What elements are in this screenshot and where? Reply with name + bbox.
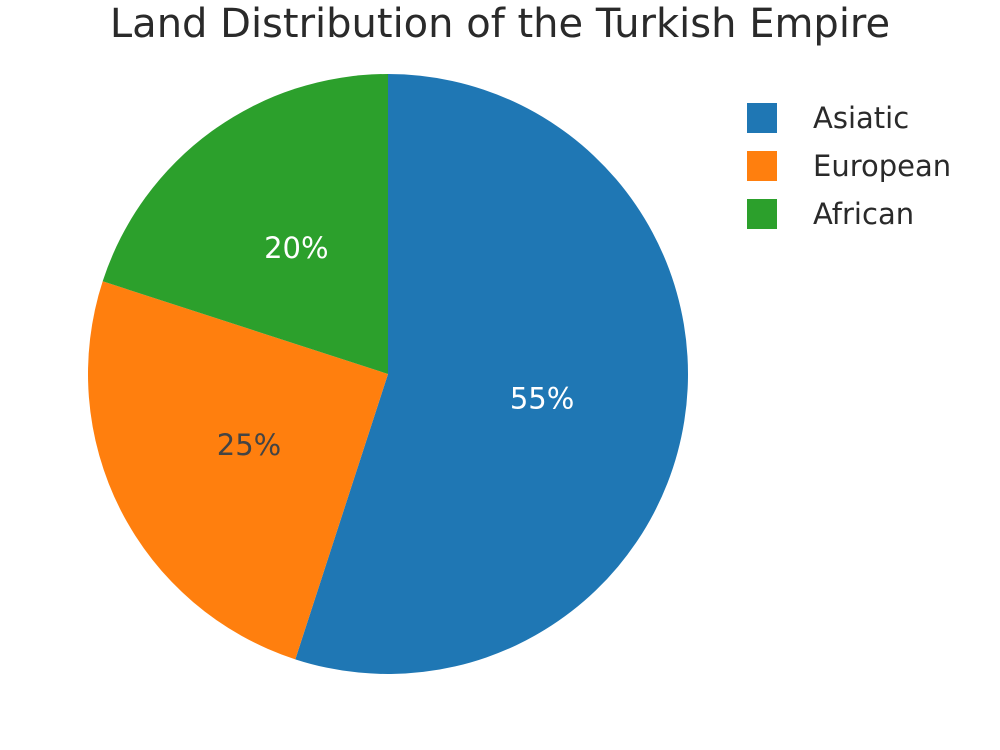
slice-label-african: 20% <box>264 231 328 265</box>
chart-title: Land Distribution of the Turkish Empire <box>109 1 891 47</box>
pie-slice-asiatic <box>295 74 689 674</box>
slice-label-asiatic: 55% <box>510 381 574 415</box>
legend-swatch <box>747 199 777 229</box>
pie-slice-labels: 55% 25% 20% <box>217 231 575 462</box>
legend-swatch <box>747 103 777 133</box>
legend-label: Asiatic <box>813 101 910 135</box>
legend-item-european: European <box>747 142 951 190</box>
legend-label: European <box>813 149 952 183</box>
legend: Asiatic European African <box>747 94 951 238</box>
pie-slices <box>87 74 689 674</box>
pie-slice-european <box>87 281 388 660</box>
pie-slice-african <box>102 74 388 374</box>
legend-swatch <box>747 151 777 181</box>
legend-item-african: African <box>747 190 951 238</box>
legend-label: African <box>813 197 915 231</box>
slice-label-european: 25% <box>217 428 281 462</box>
legend-item-asiatic: Asiatic <box>747 94 951 142</box>
